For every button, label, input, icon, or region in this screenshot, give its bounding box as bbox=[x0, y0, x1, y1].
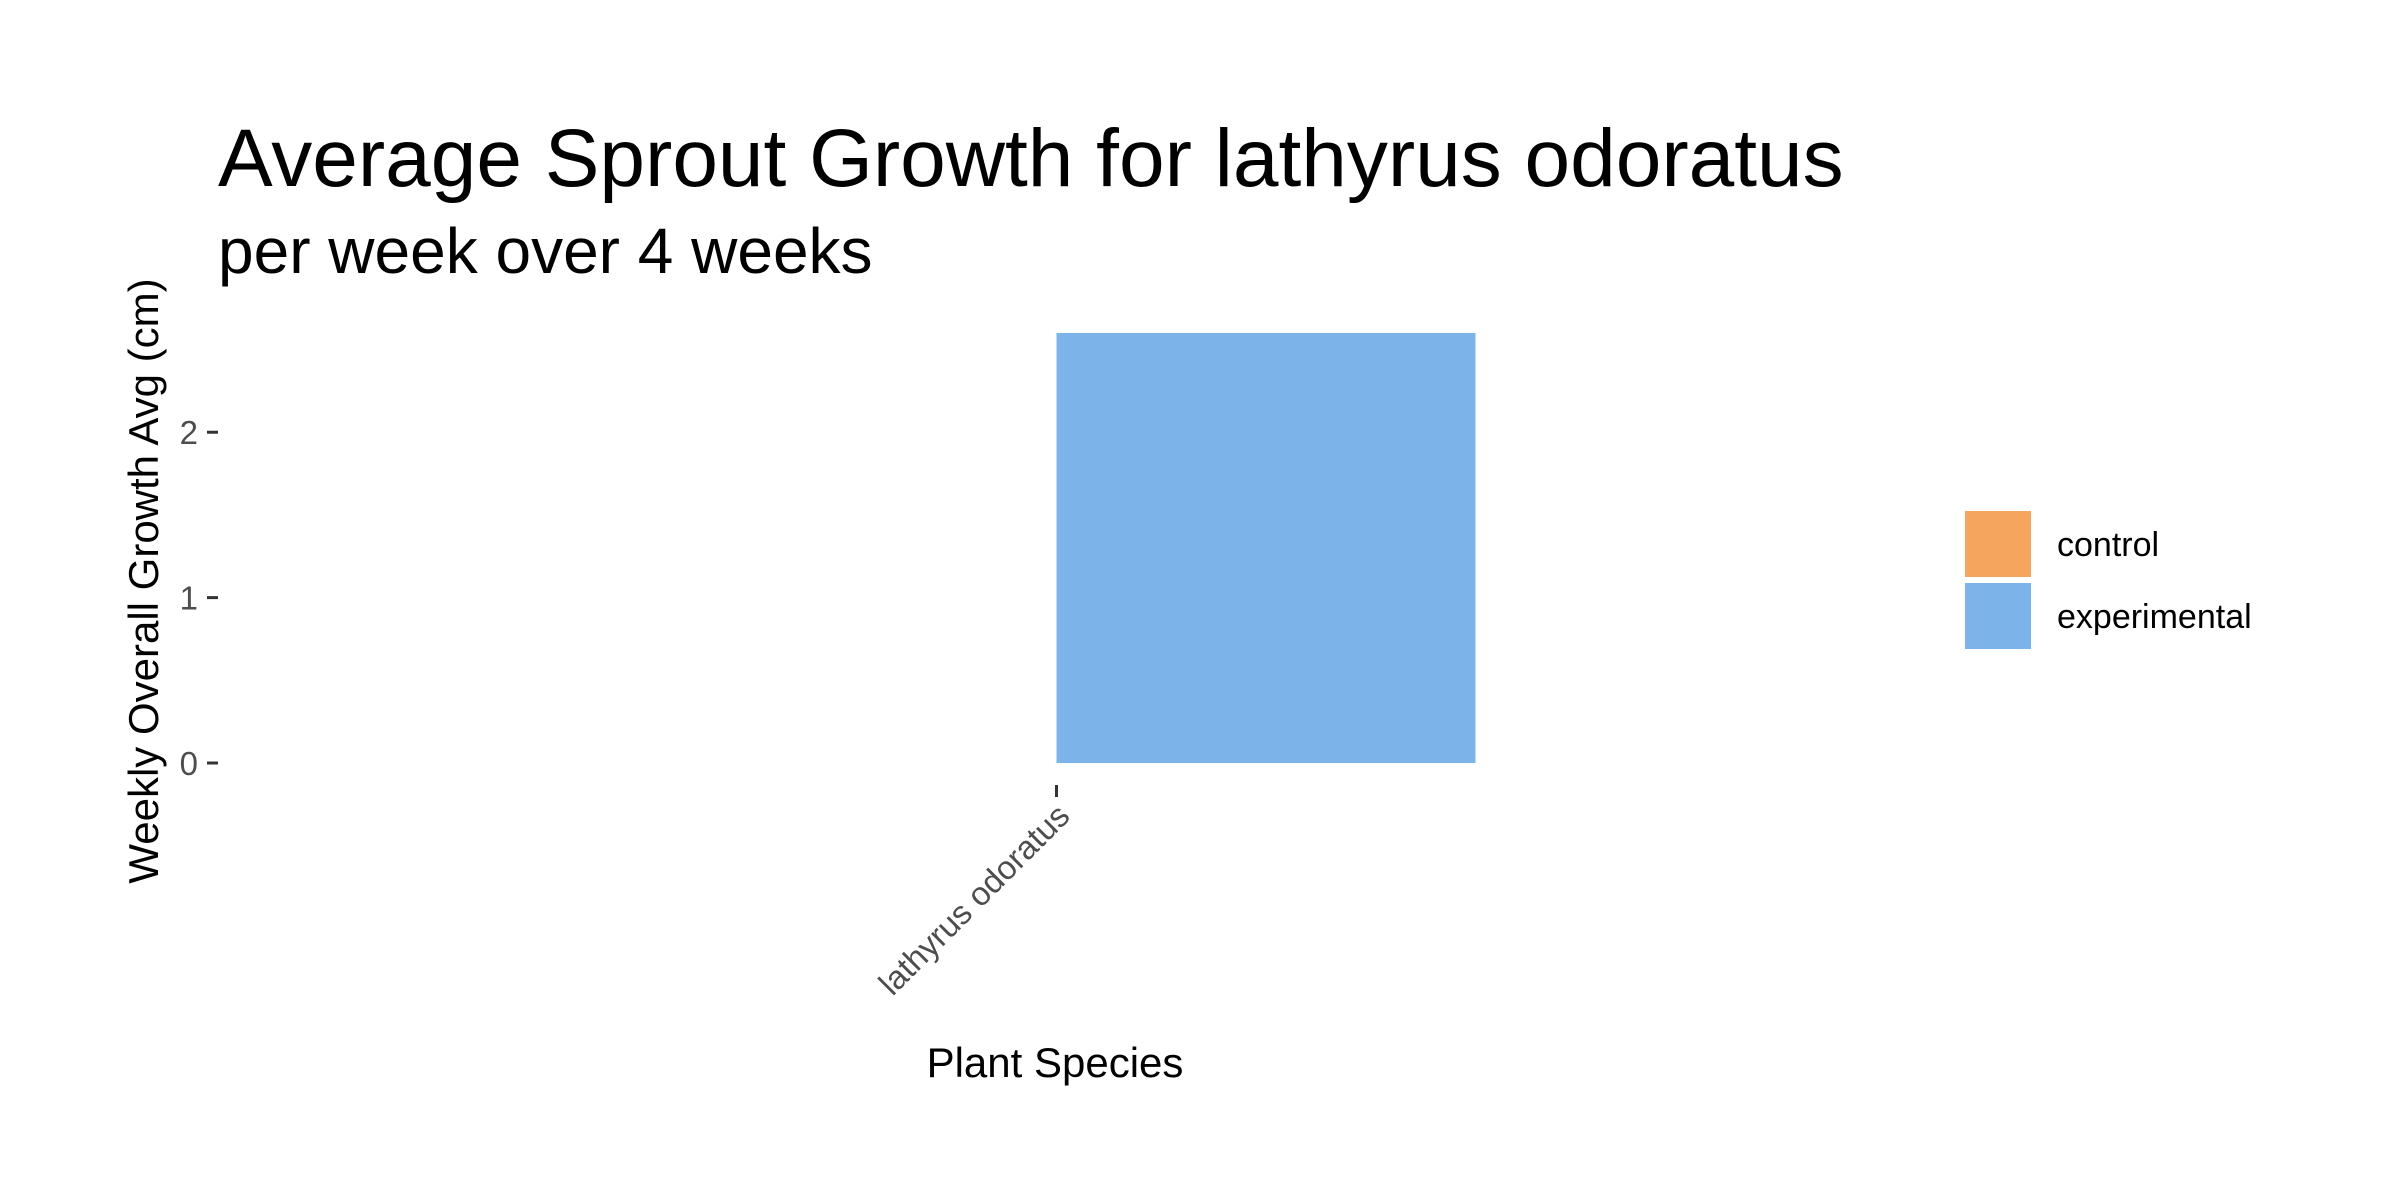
legend-label-control: control bbox=[2057, 526, 2159, 564]
plot-area bbox=[1056, 333, 1476, 763]
y-tick-label: 0 bbox=[180, 745, 198, 782]
y-axis: 0 1 2 bbox=[180, 414, 218, 782]
y-tick-label: 1 bbox=[180, 580, 198, 617]
legend-label-experimental: experimental bbox=[2057, 598, 2252, 636]
x-tick-label: lathyrus odoratus bbox=[871, 797, 1076, 1002]
chart-subtitle: per week over 4 weeks bbox=[218, 215, 873, 287]
x-axis: lathyrus odoratus bbox=[871, 785, 1076, 1002]
y-tick-label: 2 bbox=[180, 414, 198, 451]
y-axis-title: Weekly Overall Growth Avg (cm) bbox=[120, 278, 167, 883]
legend: control experimental bbox=[1965, 511, 2252, 649]
chart-title: Average Sprout Growth for lathyrus odora… bbox=[218, 113, 1844, 204]
bar-experimental bbox=[1056, 333, 1476, 763]
legend-key-experimental bbox=[1965, 583, 2031, 649]
x-axis-title: Plant Species bbox=[927, 1039, 1184, 1086]
legend-key-control bbox=[1965, 511, 2031, 577]
